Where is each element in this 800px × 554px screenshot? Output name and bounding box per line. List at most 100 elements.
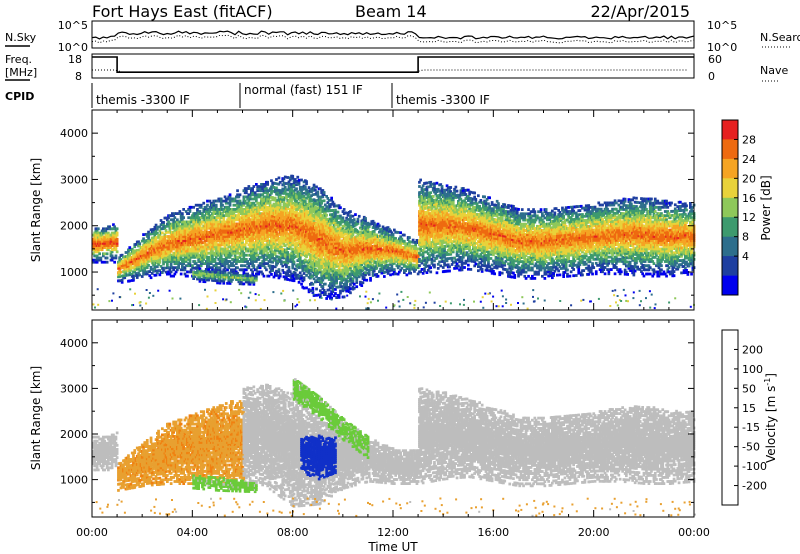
power-cell: [356, 217, 360, 221]
power-cell: [302, 197, 306, 200]
power-cell: [139, 248, 143, 252]
power-cell: [266, 191, 269, 195]
power-cell: [355, 285, 359, 289]
power-cell: [325, 268, 328, 271]
power-cell: [317, 264, 321, 268]
power-cell: [153, 267, 157, 271]
power-cell: [189, 255, 193, 259]
power-cell: [291, 258, 295, 261]
power-cell: [174, 270, 178, 274]
power-cell: [311, 291, 315, 294]
power-cell: [222, 214, 226, 218]
power-cell: [233, 268, 237, 272]
power-cell: [147, 253, 150, 257]
power-cell: [245, 258, 248, 261]
power-cell: [213, 239, 217, 243]
power-cell: [262, 195, 266, 199]
power-cell: [350, 269, 354, 273]
power-cell: [291, 249, 295, 253]
power-cell: [283, 261, 287, 264]
power-cell: [282, 237, 286, 241]
power-cell: [291, 202, 295, 205]
power-cell: [251, 193, 254, 197]
power-cell: [271, 256, 274, 260]
power-cell: [198, 260, 202, 263]
power-cell: [278, 191, 282, 195]
power-cell: [339, 206, 342, 210]
power-cell: [109, 246, 113, 249]
power-cell: [203, 208, 207, 211]
power-cell: [278, 274, 282, 278]
power-cell: [118, 279, 121, 283]
power-cell: [325, 220, 328, 223]
power-cell: [321, 226, 325, 230]
power-cell: [110, 254, 114, 258]
power-cell: [226, 247, 229, 251]
power-cell: [188, 258, 192, 261]
power-cell: [182, 216, 185, 220]
power-cell: [110, 231, 114, 235]
power-cell: [135, 249, 139, 252]
power-cell: [172, 224, 175, 228]
power-cell: [334, 213, 337, 216]
power-cell: [211, 222, 214, 226]
power-cell: [120, 266, 124, 270]
power-cell: [98, 252, 101, 256]
power-cell: [226, 218, 229, 222]
power-cell: [137, 250, 140, 254]
power-cell: [300, 209, 303, 213]
power-cell: [147, 264, 150, 267]
power-cell: [214, 212, 218, 215]
power-cell: [286, 211, 290, 215]
power-cell: [104, 239, 108, 243]
power-cell: [304, 266, 307, 270]
power-cell: [320, 191, 323, 195]
power-cell: [128, 246, 132, 249]
power-cell: [247, 212, 251, 215]
power-cell: [168, 268, 172, 272]
power-cell: [271, 267, 274, 270]
power-cell: [176, 224, 179, 228]
power-cell: [278, 218, 282, 222]
power-cell: [206, 199, 209, 203]
power-cell: [104, 231, 108, 235]
power-cell: [349, 287, 352, 291]
power-cell: [171, 258, 174, 261]
power-cell: [115, 250, 119, 254]
power-cell: [256, 212, 259, 215]
power-cell: [148, 245, 152, 248]
power-cell: [157, 263, 160, 266]
power-cell: [278, 272, 282, 276]
power-cell: [271, 189, 274, 193]
power-cell: [262, 264, 266, 268]
power-cell: [295, 277, 298, 280]
power-cell: [262, 251, 266, 255]
power-cell: [324, 282, 327, 286]
power-cell: [226, 268, 229, 272]
nsky-rtick-low: 10^0: [707, 41, 737, 54]
power-cell: [276, 205, 280, 209]
power-cell: [130, 247, 134, 251]
power-cell: [268, 208, 272, 211]
power-cell: [268, 256, 272, 259]
power-cell: [138, 244, 142, 248]
power-cell: [263, 266, 267, 270]
power-cell: [345, 221, 348, 224]
power-cell: [102, 254, 105, 258]
power-cell: [144, 270, 148, 274]
power-cell: [184, 210, 188, 213]
power-cell: [309, 289, 312, 292]
power-cell: [331, 209, 335, 212]
power-cell: [286, 192, 290, 196]
power-cell: [251, 197, 254, 201]
power-cell: [321, 230, 325, 234]
power-cell: [133, 251, 137, 255]
power-cell: [124, 271, 128, 275]
power-cell: [218, 243, 222, 247]
power-cell: [325, 297, 328, 300]
power-cell: [217, 222, 221, 226]
power-cell: [327, 226, 331, 229]
power-cell: [154, 236, 158, 239]
power-cell: [194, 203, 198, 207]
power-cell: [282, 198, 286, 202]
